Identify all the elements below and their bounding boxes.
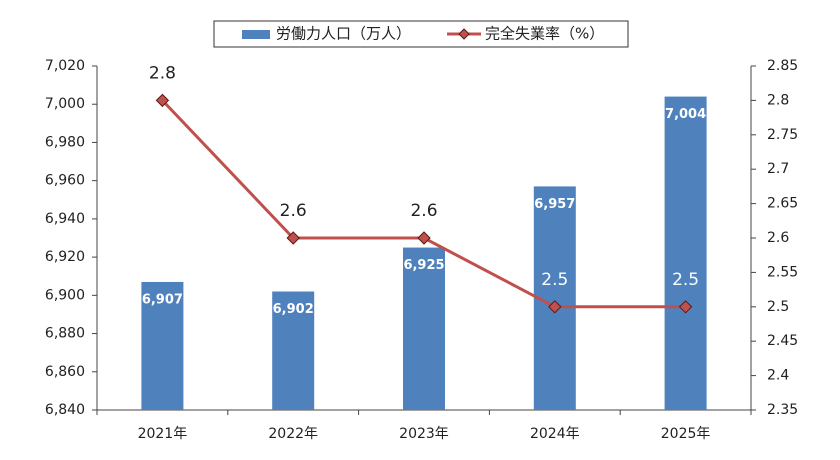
y-tick-label: 7,020 xyxy=(45,58,85,74)
x-tick-label: 2022年 xyxy=(268,426,318,442)
x-tick-label: 2025年 xyxy=(661,426,711,442)
y2-tick-label: 2.4 xyxy=(767,368,789,384)
bar xyxy=(664,96,707,411)
y2-tick-label: 2.45 xyxy=(767,333,798,349)
bar xyxy=(403,247,445,410)
y2-tick-label: 2.35 xyxy=(767,402,798,418)
bar-value-label: 6,907 xyxy=(142,292,183,307)
y-tick-label: 7,000 xyxy=(45,96,85,112)
y-tick-label: 6,920 xyxy=(45,249,85,265)
y2-tick-label: 2.7 xyxy=(767,161,789,177)
x-tick-label: 2024年 xyxy=(530,426,580,442)
line-value-label: 2.6 xyxy=(410,201,437,221)
y-tick-label: 6,900 xyxy=(45,287,85,303)
line-marker xyxy=(678,300,693,314)
legend-marker xyxy=(458,28,470,40)
line-marker xyxy=(548,300,562,314)
bar-value-label: 6,925 xyxy=(403,258,444,273)
y-tick-label: 6,960 xyxy=(45,173,85,189)
line-marker xyxy=(155,93,170,108)
bar-value-label: 6,902 xyxy=(273,302,314,317)
line-marker xyxy=(286,231,300,245)
y2-tick-label: 2.85 xyxy=(767,58,798,74)
bar-value-label: 6,957 xyxy=(534,197,575,212)
line-value-label: 2.5 xyxy=(672,270,699,290)
legend-label: 労働力人口（万人） xyxy=(276,25,411,43)
y-tick-label: 6,880 xyxy=(45,326,85,342)
y-tick-label: 6,940 xyxy=(45,211,85,227)
y-tick-label: 6,860 xyxy=(45,364,85,380)
y2-tick-label: 2.65 xyxy=(767,196,798,212)
x-tick-label: 2021年 xyxy=(138,426,188,442)
bar xyxy=(272,291,315,410)
bar xyxy=(141,281,184,410)
line-value-label: 2.8 xyxy=(149,63,176,83)
y-tick-label: 6,980 xyxy=(45,134,85,150)
y2-tick-label: 2.6 xyxy=(767,230,789,246)
legend-swatch xyxy=(242,30,270,39)
y2-tick-label: 2.8 xyxy=(767,92,789,108)
line-value-label: 2.6 xyxy=(280,201,307,221)
y2-tick-label: 2.55 xyxy=(767,264,798,280)
legend-box xyxy=(213,20,629,48)
line-marker xyxy=(417,231,431,245)
legend-label: 完全失業率（%） xyxy=(485,25,604,43)
bar-value-label: 7,004 xyxy=(665,107,706,122)
y-tick-label: 6,840 xyxy=(45,402,85,418)
x-tick-label: 2023年 xyxy=(399,426,449,442)
y2-tick-label: 2.75 xyxy=(767,127,798,143)
y2-tick-label: 2.5 xyxy=(767,299,789,315)
line-value-label: 2.5 xyxy=(541,270,568,290)
